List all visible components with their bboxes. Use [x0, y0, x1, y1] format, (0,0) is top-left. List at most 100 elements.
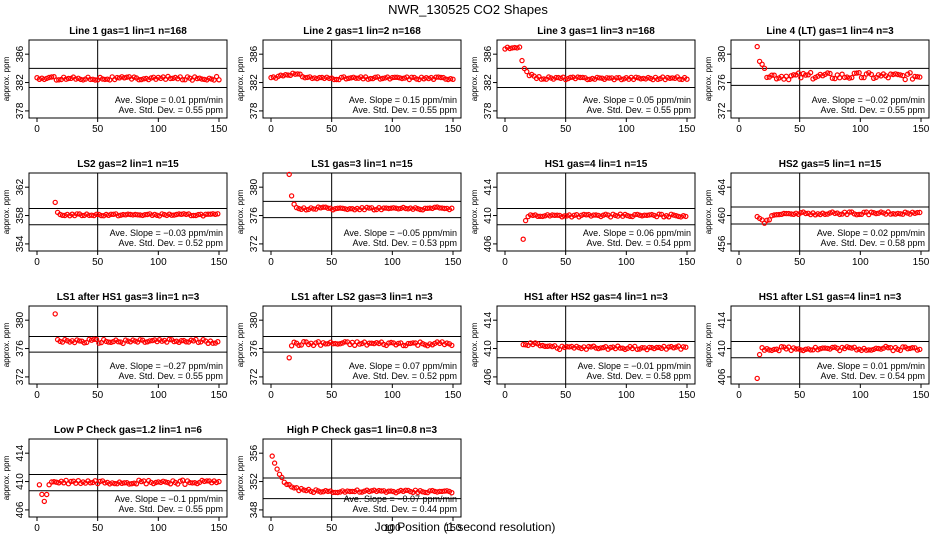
data-point: [598, 345, 604, 351]
data-point: [367, 75, 374, 82]
data-point: [786, 76, 792, 83]
x-tick-label: 150: [913, 124, 930, 135]
std-annotation: Ave. Std. Dev. = 0.55 ppm: [119, 371, 223, 381]
data-point: [99, 76, 106, 82]
data-point: [298, 342, 304, 348]
data-point: [590, 212, 597, 218]
data-point: [371, 207, 377, 213]
data-point: [868, 347, 875, 353]
x-tick-label: 50: [326, 523, 338, 534]
data-point: [807, 347, 814, 353]
data-point: [383, 205, 389, 211]
data-point: [160, 478, 166, 484]
panel-11: HS1 after HS2 gas=4 lin=1 n=3 0 50 100 150 40…: [470, 292, 696, 401]
data-point: [798, 74, 804, 81]
data-points: [268, 70, 456, 83]
data-point: [577, 74, 583, 81]
data-point: [114, 74, 120, 81]
y-tick-label: 372: [717, 102, 728, 119]
data-point: [154, 212, 160, 218]
std-annotation: Ave. Std. Dev. = 0.58 ppm: [587, 371, 691, 381]
data-point: [148, 75, 154, 81]
y-tick-label: 414: [483, 311, 494, 328]
x-tick-label: 50: [92, 390, 104, 401]
data-point: [786, 344, 792, 350]
data-point: [618, 76, 625, 83]
data-point: [542, 343, 548, 349]
y-tick-label: 380: [249, 311, 260, 328]
data-point: [39, 491, 45, 498]
data-point: [769, 72, 775, 78]
std-annotation: Ave. Std. Dev. = 0.54 ppm: [587, 238, 691, 248]
data-point: [335, 341, 341, 347]
slope-annotation: Ave. Slope = −0.05 ppm/min: [344, 228, 457, 238]
x-tick-label: 100: [384, 390, 401, 401]
data-point: [509, 45, 515, 51]
x-tick-label: 0: [736, 390, 742, 401]
data-point: [286, 171, 292, 178]
data-point: [524, 68, 530, 75]
data-point: [48, 74, 55, 80]
data-point: [139, 212, 146, 219]
data-point: [133, 481, 140, 487]
data-point: [207, 211, 214, 217]
x-tick-label: 50: [794, 257, 806, 268]
data-point: [885, 345, 891, 351]
data-point: [41, 498, 48, 505]
slope-annotation: Ave. Slope = 0.15 ppm/min: [349, 95, 457, 105]
data-point: [788, 211, 794, 217]
data-point: [822, 211, 828, 217]
data-point: [205, 211, 211, 217]
data-point: [907, 70, 913, 76]
panel-grid: Line 1 gas=1 lin=1 n=168 0 50 100 150 378 382 3…: [2, 26, 930, 534]
data-point: [764, 217, 770, 223]
panel-10: LS1 after LS2 gas=3 lin=1 n=3 0 50 100 150 37…: [236, 292, 462, 401]
x-tick-label: 0: [268, 390, 274, 401]
data-point: [771, 72, 777, 78]
data-point: [410, 340, 416, 346]
data-point: [907, 345, 913, 352]
data-point: [144, 211, 151, 218]
data-point: [912, 210, 918, 216]
data-point: [606, 75, 613, 81]
data-point: [335, 489, 341, 496]
x-tick-label: 150: [445, 523, 462, 534]
data-point: [434, 204, 440, 210]
x-tick-label: 150: [211, 390, 228, 401]
data-point: [409, 74, 415, 81]
data-point: [52, 199, 58, 206]
data-point: [875, 345, 882, 352]
data-point: [450, 76, 456, 83]
slope-annotation: Ave. Slope = 0.01 ppm/min: [817, 361, 925, 371]
x-tick-label: 100: [150, 257, 167, 268]
data-point: [427, 488, 433, 494]
slope-annotation: Ave. Slope = −0.03 ppm/min: [110, 228, 223, 238]
data-point: [646, 344, 653, 351]
panel-5: LS2 gas=2 lin=1 n=15 0 50 100 150 354 358 362 ap…: [2, 159, 228, 268]
data-point: [73, 76, 79, 82]
y-tick-label: 354: [15, 235, 26, 252]
data-point: [856, 211, 862, 218]
data-point: [588, 213, 594, 219]
slope-annotation: Ave. Slope = −0.07 ppm/min: [344, 494, 457, 504]
data-point: [561, 213, 568, 219]
data-point: [393, 205, 399, 211]
y-tick-label: 372: [15, 368, 26, 385]
data-point: [356, 489, 363, 495]
data-point: [377, 76, 383, 82]
data-point: [593, 345, 599, 351]
data-point: [210, 340, 216, 346]
data-point: [527, 212, 534, 218]
data-point: [396, 75, 403, 81]
data-point: [613, 75, 620, 81]
data-point: [437, 488, 443, 495]
panel-1: Line 1 gas=1 lin=1 n=168 0 50 100 150 378 382 3…: [2, 26, 228, 135]
data-point: [781, 210, 787, 217]
data-point: [902, 209, 908, 215]
data-point: [649, 211, 655, 218]
data-point: [793, 210, 799, 216]
data-point: [584, 76, 591, 83]
data-point: [892, 71, 899, 77]
data-point: [322, 341, 329, 347]
